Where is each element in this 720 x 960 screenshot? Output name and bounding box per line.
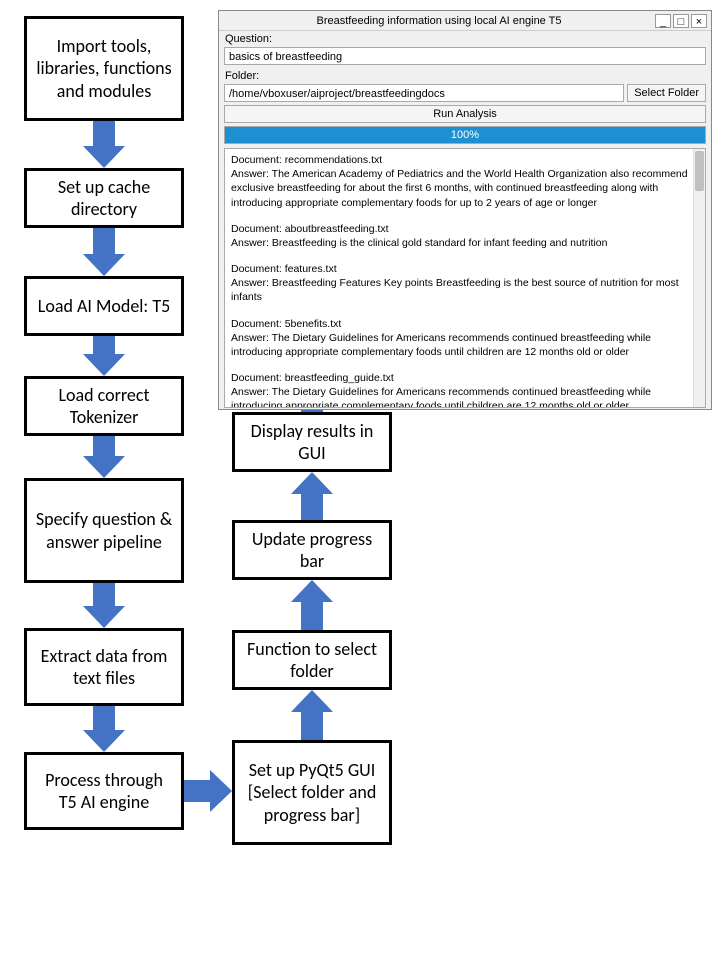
result-block: Document: breastfeeding_guide.txtAnswer:… (231, 371, 699, 408)
result-block: Document: recommendations.txtAnswer: The… (231, 153, 699, 210)
result-block: Document: aboutbreastfeeding.txtAnswer: … (231, 222, 699, 250)
flow-arrow (291, 472, 333, 520)
flow-box-b8: Set up PyQt5 GUI [Select folder and prog… (232, 740, 392, 845)
flow-arrow (291, 580, 333, 630)
flow-box-b4: Load correct Tokenizer (24, 376, 184, 436)
flow-arrow (83, 436, 125, 478)
result-doc: Document: features.txt (231, 262, 699, 276)
flow-arrow (184, 770, 232, 812)
scrollbar[interactable] (693, 149, 705, 407)
flow-arrow (83, 121, 125, 168)
question-input[interactable]: basics of breastfeeding (224, 47, 706, 65)
flow-box-b9: Function to select folder (232, 630, 392, 690)
flow-arrow (83, 583, 125, 628)
progress-fill: 100% (225, 127, 705, 143)
flow-box-b6: Extract data from text files (24, 628, 184, 706)
flow-arrow (291, 690, 333, 740)
flow-box-b10: Update progress bar (232, 520, 392, 580)
result-block: Document: features.txtAnswer: Breastfeed… (231, 262, 699, 305)
scroll-thumb[interactable] (695, 151, 704, 191)
flow-box-b11: Display results in GUI (232, 412, 392, 472)
folder-input[interactable]: /home/vboxuser/aiproject/breastfeedingdo… (224, 84, 624, 102)
progress-bar: 100% (224, 126, 706, 144)
result-doc: Document: 5benefits.txt (231, 317, 699, 331)
titlebar: Breastfeeding information using local AI… (219, 11, 711, 31)
result-doc: Document: aboutbreastfeeding.txt (231, 222, 699, 236)
flow-box-label: Import tools, libraries, functions and m… (35, 35, 173, 103)
flow-box-label: Update progress bar (243, 528, 381, 573)
titlebar-buttons: _ □ × (655, 14, 707, 28)
run-analysis-button[interactable]: Run Analysis (224, 105, 706, 123)
minimize-icon[interactable]: _ (655, 14, 671, 28)
flow-box-label: Extract data from text files (35, 645, 173, 690)
result-answer: Answer: The Dietary Guidelines for Ameri… (231, 331, 699, 359)
result-doc: Document: recommendations.txt (231, 153, 699, 167)
window-title: Breastfeeding information using local AI… (223, 15, 655, 27)
flow-arrow (83, 228, 125, 276)
result-answer: Answer: The Dietary Guidelines for Ameri… (231, 385, 699, 408)
flow-arrow (83, 336, 125, 376)
flow-box-label: Load AI Model: T5 (38, 295, 170, 318)
results-pane: Document: recommendations.txtAnswer: The… (224, 148, 706, 408)
select-folder-button[interactable]: Select Folder (627, 84, 706, 102)
flow-box-b1: Import tools, libraries, functions and m… (24, 16, 184, 121)
flow-box-label: Function to select folder (243, 638, 381, 683)
result-block: Document: 5benefits.txtAnswer: The Dieta… (231, 317, 699, 360)
result-answer: Answer: Breastfeeding Features Key point… (231, 276, 699, 304)
flow-box-b5: Specify question & answer pipeline (24, 478, 184, 583)
flow-box-label: Set up cache directory (35, 176, 173, 221)
result-answer: Answer: Breastfeeding is the clinical go… (231, 236, 699, 250)
app-window: Breastfeeding information using local AI… (218, 10, 712, 410)
progress-text: 100% (451, 129, 479, 141)
flow-box-label: Set up PyQt5 GUI [Select folder and prog… (243, 759, 381, 827)
flow-box-b2: Set up cache directory (24, 168, 184, 228)
flow-box-label: Specify question & answer pipeline (35, 508, 173, 553)
result-doc: Document: breastfeeding_guide.txt (231, 371, 699, 385)
maximize-icon[interactable]: □ (673, 14, 689, 28)
flow-box-label: Load correct Tokenizer (35, 384, 173, 429)
flow-box-label: Process through T5 AI engine (35, 769, 173, 814)
flow-box-b7: Process through T5 AI engine (24, 752, 184, 830)
flow-box-label: Display results in GUI (243, 420, 381, 465)
result-answer: Answer: The American Academy of Pediatri… (231, 167, 699, 210)
flow-arrow (83, 706, 125, 752)
close-icon[interactable]: × (691, 14, 707, 28)
question-label: Question: (219, 31, 711, 47)
flow-box-b3: Load AI Model: T5 (24, 276, 184, 336)
folder-label: Folder: (219, 68, 711, 84)
